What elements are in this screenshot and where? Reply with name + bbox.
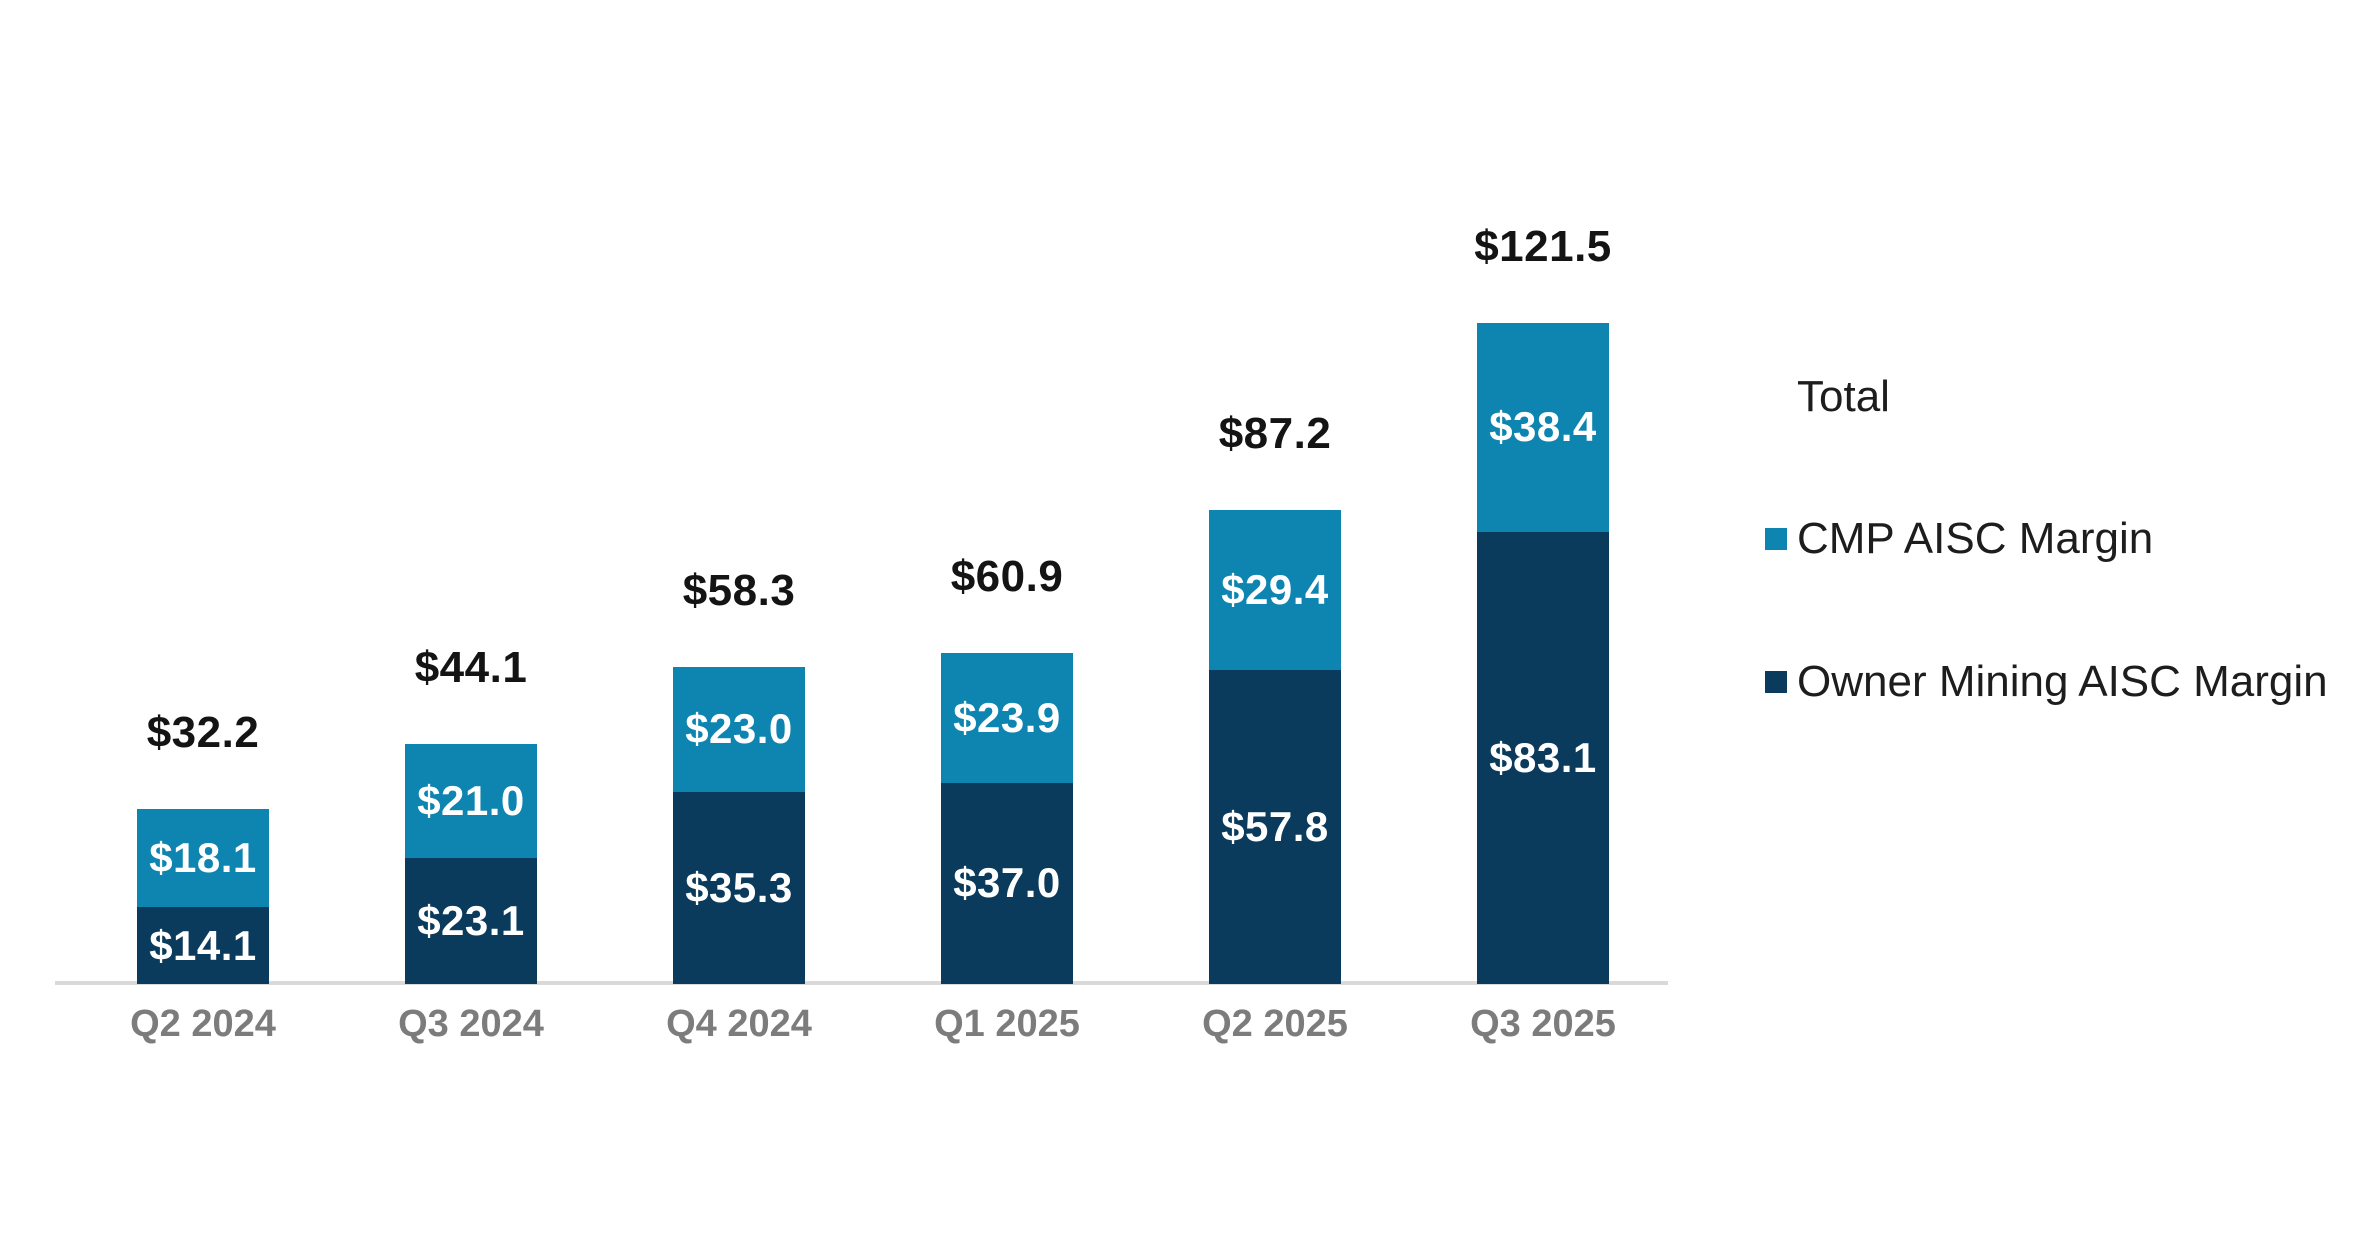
- segment-value-label: $23.9: [953, 693, 1061, 741]
- bar-segment-owner-mining: $83.1: [1477, 531, 1609, 984]
- segment-value-label: $23.1: [417, 897, 525, 945]
- bar-segment-cmp: $18.1: [137, 808, 269, 908]
- legend-title: Total: [1797, 372, 1890, 421]
- x-axis-tick-label: Q3 2025: [1470, 1003, 1616, 1045]
- x-axis-tick-label: Q3 2024: [398, 1003, 544, 1045]
- legend-swatch-cmp-icon: [1765, 528, 1787, 550]
- bar-segment-owner-mining: $37.0: [941, 782, 1073, 984]
- legend-item-owner-mining-aisc-margin: Owner Mining AISC Margin: [1765, 659, 2328, 705]
- bar-segment-cmp: $29.4: [1209, 509, 1341, 670]
- x-axis-tick-label: Q2 2025: [1202, 1003, 1348, 1045]
- total-value-label: $58.3: [682, 565, 796, 615]
- legend-swatch-owner-mining-icon: [1765, 671, 1787, 693]
- bar-segment-owner-mining: $23.1: [405, 858, 537, 984]
- x-axis-tick-label: Q1 2025: [934, 1003, 1080, 1045]
- segment-value-label: $38.4: [1489, 403, 1597, 451]
- legend-item-label: CMP AISC Margin: [1797, 514, 2154, 563]
- total-value-label: $121.5: [1474, 222, 1612, 272]
- bar-segment-cmp: $21.0: [405, 744, 537, 859]
- segment-value-label: $14.1: [149, 921, 257, 969]
- segment-value-label: $29.4: [1221, 565, 1329, 613]
- bar-segment-owner-mining: $35.3: [673, 791, 805, 984]
- segment-value-label: $37.0: [953, 859, 1061, 907]
- segment-value-label: $18.1: [149, 834, 257, 882]
- bar-segment-cmp: $23.0: [673, 666, 805, 792]
- segment-value-label: $57.8: [1221, 802, 1329, 850]
- segment-value-label: $83.1: [1489, 733, 1597, 781]
- bar-segment-owner-mining: $14.1: [137, 907, 269, 984]
- x-axis-line: [55, 981, 1668, 985]
- segment-value-label: $21.0: [417, 777, 525, 825]
- bar-segment-owner-mining: $57.8: [1209, 669, 1341, 984]
- legend-item-cmp-aisc-margin: CMP AISC Margin: [1765, 516, 2153, 562]
- bar-segment-cmp: $38.4: [1477, 323, 1609, 532]
- segment-value-label: $23.0: [685, 705, 793, 753]
- total-value-label: $60.9: [950, 551, 1064, 601]
- total-value-label: $44.1: [414, 643, 528, 693]
- x-axis-tick-label: Q2 2024: [130, 1003, 276, 1045]
- legend-item-label: Owner Mining AISC Margin: [1797, 657, 2328, 706]
- total-value-label: $32.2: [146, 707, 260, 757]
- x-axis-tick-label: Q4 2024: [666, 1003, 812, 1045]
- total-value-label: $87.2: [1218, 408, 1332, 458]
- segment-value-label: $35.3: [685, 863, 793, 911]
- bar-segment-cmp: $23.9: [941, 652, 1073, 783]
